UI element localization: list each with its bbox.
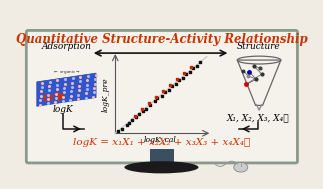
Point (161, 89, 166, 92)
Text: logK_pre: logK_pre (102, 78, 109, 112)
Point (183, 73, 188, 76)
Point (173, 82, 178, 85)
Point (120, 127, 125, 130)
Text: Structure: Structure (236, 43, 280, 51)
Point (162, 91, 167, 94)
Point (134, 115, 139, 118)
Text: Adsorption: Adsorption (41, 43, 91, 51)
Point (166, 88, 171, 91)
Text: logK: logK (53, 105, 73, 114)
Text: logK_cal: logK_cal (144, 136, 177, 144)
Point (175, 77, 180, 81)
Ellipse shape (124, 161, 199, 173)
Point (194, 64, 200, 67)
Point (197, 61, 202, 64)
Bar (150, 149, 174, 168)
Point (153, 95, 159, 98)
Text: Quantitative Structure-Activity Relationship: Quantitative Structure-Activity Relation… (16, 33, 307, 46)
Point (127, 121, 132, 124)
Point (144, 107, 149, 110)
Polygon shape (37, 73, 96, 106)
Point (182, 72, 187, 75)
Point (148, 103, 153, 106)
Point (159, 94, 164, 97)
Point (141, 109, 146, 112)
Point (189, 66, 194, 69)
Ellipse shape (234, 163, 248, 172)
Point (187, 70, 193, 74)
Point (169, 84, 174, 88)
Point (140, 107, 145, 110)
Point (132, 114, 138, 117)
Point (146, 101, 151, 104)
FancyBboxPatch shape (26, 30, 297, 163)
Point (155, 96, 160, 99)
Text: $\leftarrow$ organic$\rightarrow$: $\leftarrow$ organic$\rightarrow$ (53, 68, 80, 76)
Point (137, 113, 142, 116)
Point (176, 79, 181, 82)
Point (190, 67, 195, 70)
Point (152, 100, 157, 103)
Point (116, 129, 121, 132)
Point (168, 83, 173, 86)
Point (124, 124, 129, 127)
Text: DFT: DFT (43, 94, 62, 103)
Text: logK = x₁X₁ + x₂X₂ + x₃X₃ + x₄X₄⋯: logK = x₁X₁ + x₂X₂ + x₃X₃ + x₄X₄⋯ (73, 138, 250, 146)
Point (130, 119, 135, 122)
Point (180, 76, 185, 79)
Text: X₁, X₂, X₃, X₄⋯: X₁, X₂, X₃, X₄⋯ (227, 113, 289, 122)
